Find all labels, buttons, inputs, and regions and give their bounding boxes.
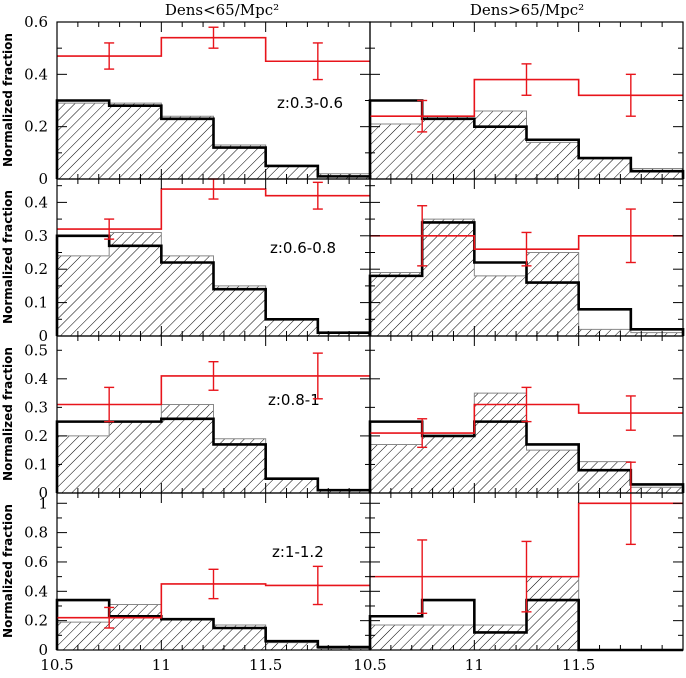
black-histogram-r2-c2 [368,221,685,336]
y-tick-label-row-2: 0.3 [24,227,48,245]
y-axis-title-row-3: Normalized fraction [1,347,15,481]
panel-frame-r4-c2 [369,492,684,651]
y-tick-label-row-1: 0.2 [24,118,48,136]
red-histogram-r3-c1 [57,375,370,406]
y-tick-label-row-4: 1 [38,494,48,512]
y-axis-title-row-4: Normalized fraction [1,504,15,638]
y-tick-label-row-2: 0 [38,327,48,345]
red-histogram-r4-c2 [370,502,683,578]
y-tick-label-row-4: 0.8 [24,524,48,542]
y-tick-label-row-4: 0.4 [24,582,48,600]
y-tick-label-row-3: 0.4 [24,370,48,388]
y-tick-label-row-2: 0.1 [24,294,48,312]
plot-layer: 00.20.40.600.10.20.30.400.10.20.30.40.50… [24,13,685,674]
y-tick-label-row-3: 0.1 [24,455,48,473]
x-tick-label: 11 [152,656,171,674]
hatched-histogram-r1-c2 [369,110,684,180]
y-axis-title-row-1: Normalized fraction [1,33,15,167]
y-tick-label-row-2: 0.4 [24,193,48,211]
y-tick-label-row-3: 0.2 [24,427,48,445]
y-tick-label-row-2: 0.2 [24,260,48,278]
y-tick-label-row-4: 0 [38,641,48,659]
y-tick-label-row-1: 0.4 [24,65,48,83]
redshift-label-row-1: z:0.3-0.6 [277,94,343,112]
redshift-label-row-4: z:1-1.2 [272,543,324,561]
y-tick-label-row-4: 0.2 [24,612,48,630]
redshift-label-row-3: z:0.8-1 [268,391,320,409]
y-tick-label-row-3: 0.5 [24,341,48,359]
redshift-label-row-2: z:0.6-0.8 [270,239,336,257]
y-axis-title-row-2: Normalized fraction [1,190,15,324]
column-title-high-density: Dens>65/Mpc² [470,1,584,19]
x-tick-label: 11 [465,656,484,674]
column-title-low-density: Dens<65/Mpc² [165,1,279,19]
y-tick-label-row-3: 0 [38,484,48,502]
x-tick-label: 10.5 [353,656,386,674]
y-tick-label-row-3: 0.3 [24,398,48,416]
y-tick-label-row-1: 0.6 [24,13,48,31]
x-tick-label: 10.5 [40,656,73,674]
y-tick-label-row-4: 0.6 [24,553,48,571]
x-tick-label: 11.5 [249,656,282,674]
black-histogram-r1-c1 [55,99,372,179]
black-histogram-r4-c1 [55,598,372,650]
y-tick-label-row-1: 0 [38,170,48,188]
x-tick-label: 11.5 [562,656,595,674]
